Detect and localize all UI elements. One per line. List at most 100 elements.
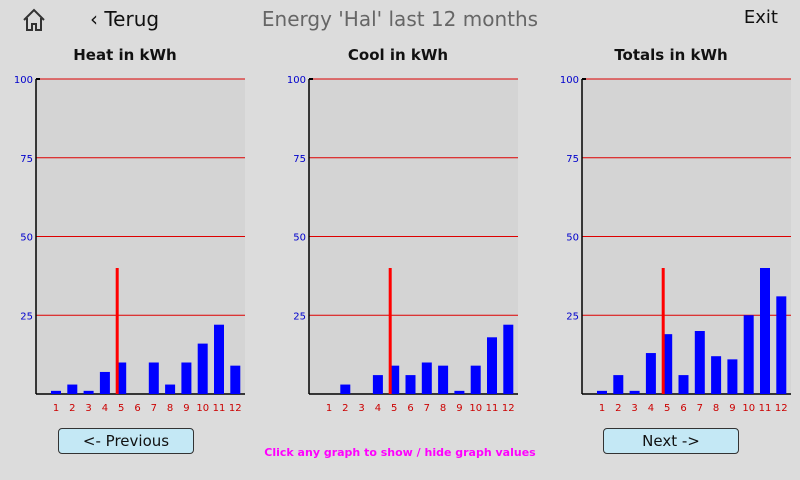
x-tick-label: 12 [775,403,788,414]
x-tick-label: 5 [391,403,397,414]
bar [776,296,787,394]
bar [405,375,416,394]
cool-chart[interactable]: Cool in kWh 25 50 75 100 1 2 3 4 5 6 7 8 9 10 11 12 [278,44,518,424]
x-tick-label: 2 [342,403,348,414]
bar [389,365,400,394]
bar [629,390,640,394]
bar [662,334,673,394]
bar [727,359,738,394]
totals-chart[interactable]: Totals in kWh 25 50 75 100 1 2 3 4 5 6 7 8 9 10 11 12 [551,44,791,424]
bar [116,362,127,394]
bar [760,268,770,394]
bar [83,390,94,394]
x-tick-label: 7 [151,403,157,414]
bar [148,362,159,394]
x-tick-label: 9 [183,403,189,414]
exit-button[interactable]: Exit [743,7,778,28]
x-tick-label: 7 [424,403,430,414]
bar [230,365,241,394]
x-tick-label: 10 [196,403,209,414]
x-tick-label: 11 [213,403,226,414]
next-button[interactable]: Next -> [603,428,739,454]
y-tick-label: 75 [20,154,33,165]
bar [438,365,449,394]
x-tick-label: 5 [664,403,670,414]
y-tick-label: 50 [293,233,306,244]
x-tick-label: 1 [53,403,59,414]
back-button[interactable]: ‹ Terug [90,7,159,31]
chart-title: Totals in kWh [614,46,728,64]
home-icon[interactable] [20,6,48,34]
bar [197,343,208,394]
x-tick-label: 3 [631,403,637,414]
bar [372,375,383,394]
chevron-left-icon: ‹ [90,7,98,31]
x-tick-label: 10 [742,403,755,414]
bar [711,356,722,394]
bar [503,324,514,394]
y-tick-label: 100 [560,75,579,86]
bar [645,353,656,394]
previous-button[interactable]: <- Previous [58,428,194,454]
bar [454,390,465,394]
x-tick-label: 4 [102,403,108,414]
chart-title: Cool in kWh [347,46,449,64]
x-tick-label: 6 [680,403,686,414]
chart-title: Heat in kWh [73,46,177,64]
bar [421,362,432,394]
x-tick-label: 6 [407,403,413,414]
back-label: Terug [104,7,160,31]
bar [181,362,192,394]
x-tick-label: 8 [167,403,173,414]
bar [678,375,689,394]
bar [694,331,705,394]
bar [340,384,351,394]
x-tick-label: 12 [229,403,242,414]
y-tick-label: 75 [293,154,306,165]
y-tick-label: 25 [566,311,579,322]
x-tick-label: 11 [486,403,499,414]
x-tick-label: 9 [456,403,462,414]
x-tick-label: 8 [713,403,719,414]
x-tick-label: 8 [440,403,446,414]
y-tick-label: 100 [287,75,306,86]
x-tick-label: 6 [134,403,140,414]
heat-chart[interactable]: Heat in kWh 25 50 75 100 1 2 3 4 5 6 7 8 9 10 11 12 [5,44,245,424]
y-tick-label: 100 [14,75,33,86]
x-tick-label: 2 [69,403,75,414]
x-tick-label: 1 [326,403,332,414]
x-tick-label: 10 [469,403,482,414]
x-tick-label: 9 [729,403,735,414]
bar [743,315,754,394]
y-tick-label: 75 [566,154,579,165]
bar [67,384,78,394]
x-tick-label: 4 [375,403,381,414]
bar [51,390,61,394]
bar [214,324,224,394]
bar [487,337,497,394]
top-bar: ‹ Terug Energy 'Hal' last 12 months Exit [0,0,800,40]
x-tick-label: 11 [759,403,772,414]
x-tick-label: 1 [599,403,605,414]
hint-text: Click any graph to show / hide graph val… [264,446,536,459]
y-tick-label: 50 [20,233,33,244]
x-tick-label: 12 [502,403,515,414]
y-tick-label: 50 [566,233,579,244]
x-tick-label: 3 [85,403,91,414]
y-tick-label: 25 [293,311,306,322]
bar [613,375,624,394]
x-tick-label: 3 [358,403,364,414]
y-tick-label: 25 [20,311,33,322]
bar [597,390,607,394]
x-tick-label: 5 [118,403,124,414]
x-tick-label: 2 [615,403,621,414]
bar [99,371,110,394]
x-tick-label: 4 [648,403,654,414]
bar [165,384,176,394]
bar [470,365,481,394]
x-tick-label: 7 [697,403,703,414]
page-title: Energy 'Hal' last 12 months [261,7,539,31]
